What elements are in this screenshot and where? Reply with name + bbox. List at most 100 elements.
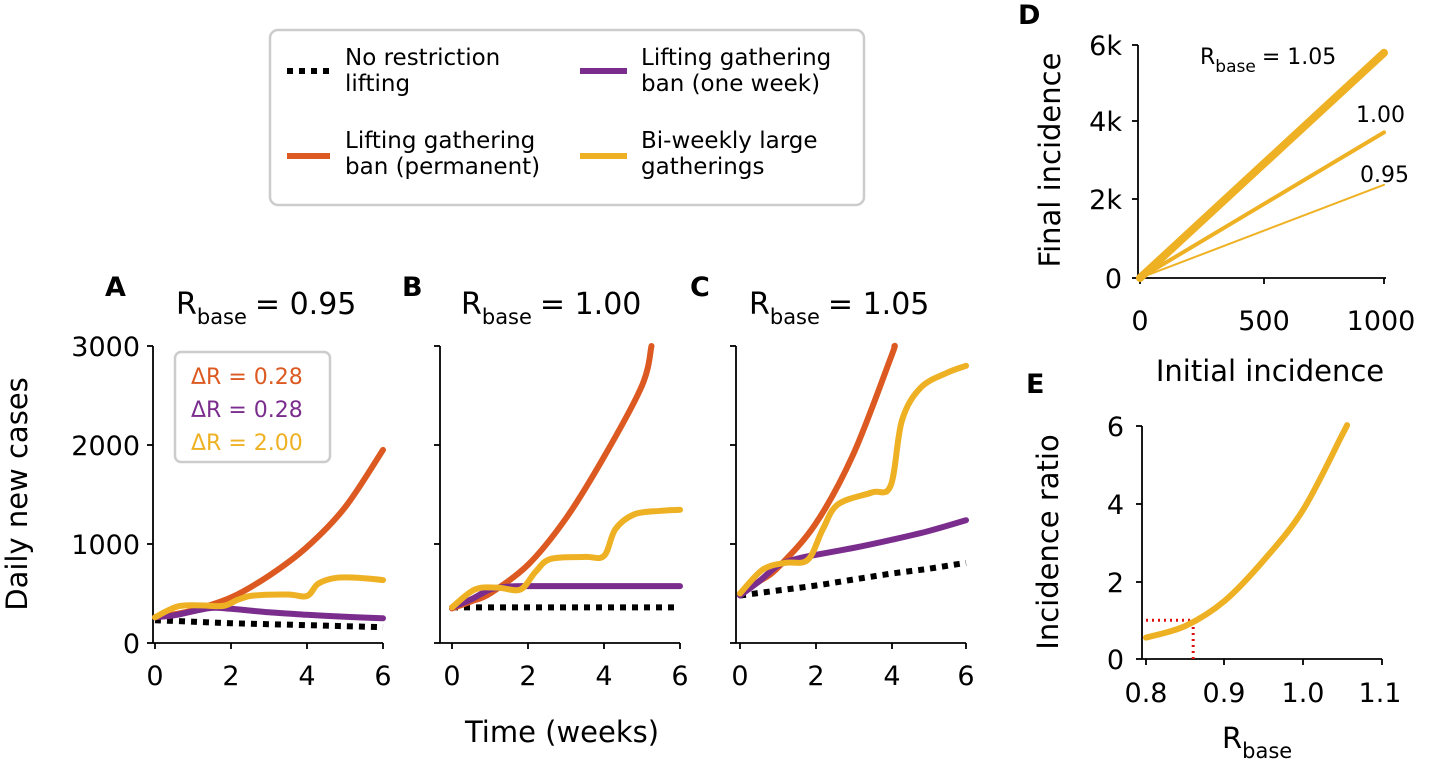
panel-c-xtick-2: 2 xyxy=(807,661,824,692)
panel-c-series-bi-weekly-large-gatherings xyxy=(737,362,969,597)
panel-d-xlabel: Initial incidence xyxy=(1156,354,1384,388)
panel-b-xtick-4: 4 xyxy=(595,661,612,692)
panel-b-title-sub: base xyxy=(482,305,532,329)
panel-e-reference-marker xyxy=(1146,618,1195,659)
panel-e-xtick-08: 0.8 xyxy=(1125,678,1168,709)
panel-a-ytick-3000: 3000 xyxy=(71,332,140,363)
panel-c-letter: C xyxy=(690,272,710,303)
panel-e-letter: E xyxy=(1026,369,1044,400)
panel-e-plot xyxy=(1143,422,1351,659)
panel-c: C Rbase = 1.05 0 2 4 6 xyxy=(690,272,975,692)
panel-b-plot xyxy=(449,343,683,612)
panel-c-series-no-restriction-lifting xyxy=(739,559,967,599)
legend-label-none-1: No restriction xyxy=(345,45,500,71)
panel-d-ytick-6k: 6k xyxy=(1089,31,1122,62)
panel-a-title-sub: base xyxy=(197,305,247,329)
panel-e-xlabel-r: R xyxy=(1222,721,1242,755)
panel-a-y-tickmarks xyxy=(147,345,153,644)
panel-a-title-value: = 0.95 xyxy=(255,287,356,322)
legend-label-gath-2: gatherings xyxy=(641,154,764,180)
panel-d-plot xyxy=(1136,48,1388,282)
panel-a-xtick-2: 2 xyxy=(222,661,239,692)
panel-a-letter: A xyxy=(105,272,126,303)
panel-d-ytick-2k: 2k xyxy=(1089,185,1122,216)
panel-b-title-value: = 1.00 xyxy=(540,287,641,322)
panel-e-xtick-09: 0.9 xyxy=(1203,678,1246,709)
legend: No restriction lifting Lifting gathering… xyxy=(268,28,866,207)
panel-d-ytick-0: 0 xyxy=(1105,264,1122,295)
panel-a-series-lifting-gathering-ban-one-week xyxy=(152,604,386,622)
panel-c-y-tickmarks xyxy=(730,345,736,644)
legend-frame xyxy=(268,28,866,207)
panel-d-xtick-1000: 1000 xyxy=(1347,306,1416,337)
panel-a-xtick-0: 0 xyxy=(146,661,163,692)
panel-b-series-bi-weekly-large-gatherings xyxy=(449,506,683,611)
panel-e-series-incidence-ratio xyxy=(1143,422,1351,641)
panel-d-ytick-4k: 4k xyxy=(1089,107,1122,138)
panel-e-xlabel: Rbase xyxy=(1222,721,1292,763)
panel-d-label-105-sub: base xyxy=(1215,57,1256,77)
legend-label-none-2: lifting xyxy=(345,71,410,97)
panel-d-xtick-0: 0 xyxy=(1131,306,1148,337)
y-axis-label: Daily new cases xyxy=(0,377,34,611)
panel-d-ylabel: Final incidence xyxy=(1033,53,1067,268)
legend-label-gath-1: Bi-weekly large xyxy=(641,128,818,154)
panel-a-title: Rbase = 0.95 xyxy=(176,287,356,329)
panel-c-x-tickmarks xyxy=(739,643,967,649)
legend-label-week-1: Lifting gathering xyxy=(641,45,831,71)
legend-label-week-2: ban (one week) xyxy=(641,71,820,97)
panel-a-title-r: R xyxy=(176,287,197,322)
panel-c-title-r: R xyxy=(749,287,770,322)
panel-e-x-tickmarks xyxy=(1145,659,1383,665)
legend-label-perm-1: Lifting gathering xyxy=(345,128,535,154)
panel-c-xtick-0: 0 xyxy=(731,661,748,692)
panel-e-ytick-2: 2 xyxy=(1107,568,1124,599)
panel-b-xtick-2: 2 xyxy=(519,661,536,692)
panel-b-letter: B xyxy=(402,272,423,303)
panel-d-series-0-95 xyxy=(1139,183,1385,279)
panel-a-series-no-restriction-lifting xyxy=(154,617,384,631)
panel-b-title: Rbase = 1.00 xyxy=(461,287,641,329)
panel-a-plot xyxy=(152,446,386,631)
x-axis-label: Time (weeks) xyxy=(464,715,659,749)
panel-d-series-1-00 xyxy=(1138,130,1386,280)
panel-e-xtick-10: 1.0 xyxy=(1282,678,1325,709)
delta-r-perm: ΔR = 0.28 xyxy=(191,365,303,390)
panel-d-xtick-500: 500 xyxy=(1238,306,1290,337)
panel-b-y-tickmarks xyxy=(434,345,440,644)
panel-e-ylabel: Incidence ratio xyxy=(1031,434,1065,649)
panel-d-label-095: 0.95 xyxy=(1360,163,1409,188)
panel-e-xlabel-sub: base xyxy=(1242,739,1292,763)
panel-a-series-bi-weekly-large-gatherings xyxy=(152,574,386,621)
panel-b-series-lifting-gathering-ban-permanent xyxy=(449,343,655,612)
panel-e: E 0 2 4 6 0.8 0.9 1.0 1.1 Rbase Incidenc… xyxy=(1026,369,1401,763)
panel-e-ytick-6: 6 xyxy=(1107,412,1124,443)
panel-c-title: Rbase = 1.05 xyxy=(749,287,929,329)
panel-a-ytick-2000: 2000 xyxy=(71,431,140,462)
panel-c-series-lifting-gathering-ban-one-week xyxy=(737,517,969,599)
legend-label-perm-2: ban (permanent) xyxy=(345,154,540,180)
panel-d-series-r-base-1-05 xyxy=(1136,48,1388,282)
panel-c-title-value: = 1.05 xyxy=(828,287,929,322)
panel-e-ytick-4: 4 xyxy=(1107,490,1124,521)
panel-a-x-tickmarks xyxy=(154,643,384,649)
panel-d: D 0 2k 4k 6k 0 500 1000 Initial incidenc… xyxy=(1018,0,1415,388)
panel-a-xtick-6: 6 xyxy=(374,661,391,692)
panel-c-xtick-4: 4 xyxy=(883,661,900,692)
panel-b: B Rbase = 1.00 0 2 4 6 Time (weeks) xyxy=(402,272,689,749)
panel-a-ytick-0: 0 xyxy=(123,629,140,660)
panel-e-ytick-0: 0 xyxy=(1107,645,1124,676)
delta-r-gath: ΔR = 2.00 xyxy=(191,431,303,456)
panel-d-letter: D xyxy=(1018,0,1040,31)
panel-a-xtick-4: 4 xyxy=(298,661,315,692)
panel-d-label-100: 1.00 xyxy=(1356,103,1405,128)
delta-r-week: ΔR = 0.28 xyxy=(191,398,303,423)
panel-e-xtick-11: 1.1 xyxy=(1359,678,1402,709)
panel-c-title-sub: base xyxy=(770,305,820,329)
panel-a: A Rbase = 0.95 0 1000 2000 3000 0 2 4 6 D… xyxy=(0,272,392,692)
panel-b-xtick-0: 0 xyxy=(443,661,460,692)
panel-c-xtick-6: 6 xyxy=(957,661,974,692)
panel-c-plot xyxy=(737,342,969,599)
delta-r-box xyxy=(173,350,332,464)
